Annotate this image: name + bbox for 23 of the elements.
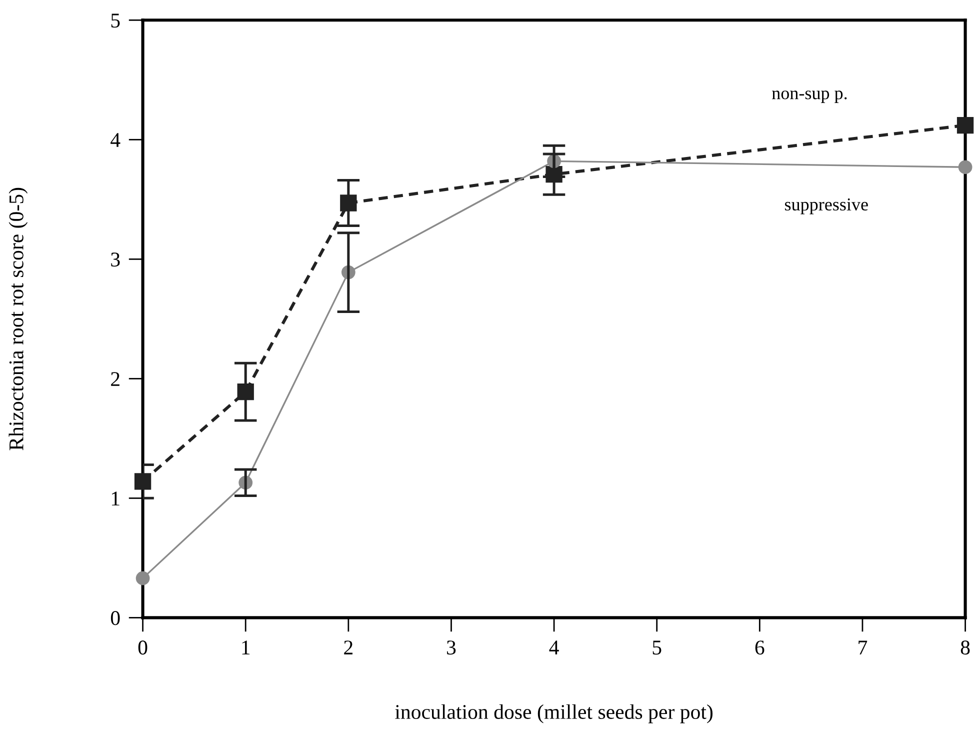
y-tick-label: 4 [110, 133, 120, 147]
x-tick-label: 0 [138, 640, 148, 655]
y-tick-label: 5 [111, 14, 120, 28]
x-tick-label: 3 [447, 640, 456, 655]
point [134, 473, 152, 490]
series-label: suppressive [785, 198, 868, 214]
y-tick-label: 1 [112, 492, 120, 506]
x-tick-label: 4 [549, 640, 559, 654]
y-axis-title: Rhizoctonia root rot score (0-5) [8, 188, 28, 450]
point [958, 160, 972, 174]
point [136, 571, 150, 586]
x-tick-label: 7 [858, 640, 868, 654]
text: non-sup p. [772, 90, 847, 103]
x-tick-label: 1 [242, 640, 250, 654]
point [956, 116, 974, 134]
y-tick-label: 3 [111, 252, 120, 267]
x-axis-title: inoculation dose (millet seeds per pot) [395, 704, 713, 724]
x-tick-label: 2 [344, 640, 352, 654]
x-tick-label: 6 [755, 640, 764, 655]
x-tick-label: 5 [652, 640, 662, 655]
x-tick-label: 8 [960, 640, 970, 655]
y-tick-label: 0 [110, 611, 120, 626]
y-tick-label: 2 [111, 372, 120, 386]
